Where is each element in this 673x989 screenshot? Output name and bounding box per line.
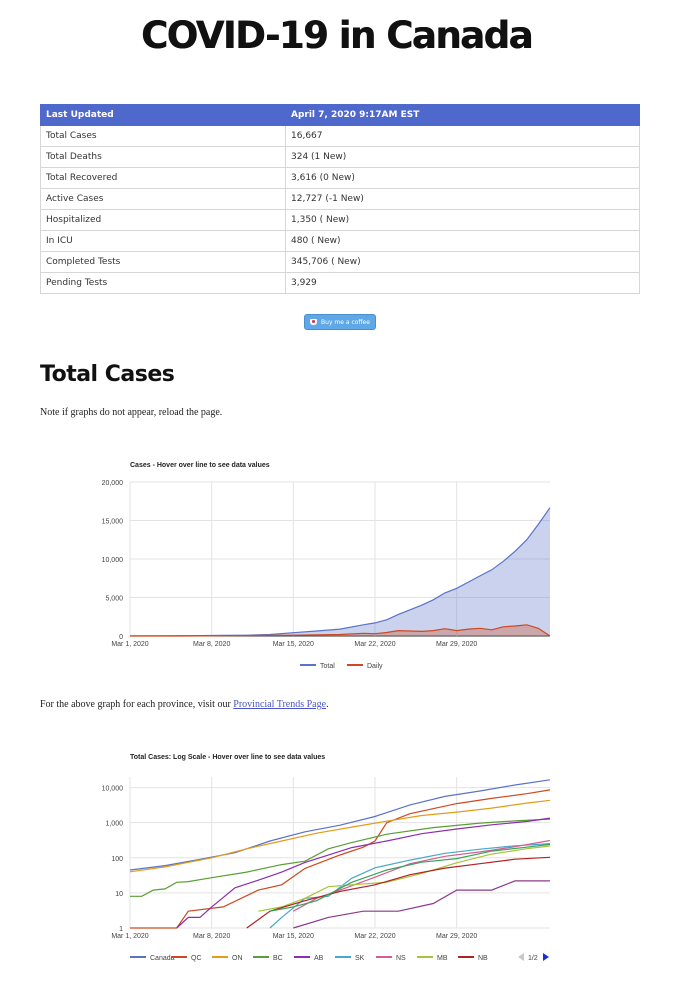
page-title: COVID-19 in Canada — [141, 14, 533, 57]
y-tick-label: 5,000 — [105, 596, 123, 603]
legend-next-icon — [543, 953, 549, 961]
stat-value: 16,667 — [285, 125, 640, 147]
legend-prev-icon — [518, 953, 524, 961]
series-line-mb — [258, 845, 551, 912]
series-line-nb — [246, 856, 551, 929]
series-line-sk — [269, 843, 551, 929]
legend-label: MB — [437, 955, 448, 962]
table-row: Hospitalized 1,350 ( New) — [40, 209, 640, 231]
stat-label: Total Recovered — [40, 167, 286, 189]
legend-label: QC — [191, 955, 202, 962]
series-line-qc — [130, 789, 551, 929]
legend-label: Daily — [367, 663, 383, 670]
chart-title: Cases - Hover over line to see data valu… — [130, 462, 270, 469]
table-row: Active Cases 12,727 (-1 New) — [40, 188, 640, 210]
stat-value: 324 (1 New) — [285, 146, 640, 168]
series-area-daily — [130, 624, 550, 636]
y-tick-label: 1 — [119, 926, 123, 933]
reload-note: Note if graphs do not appear, reload the… — [40, 407, 223, 418]
provincial-trends-suffix: . — [326, 699, 329, 710]
x-tick-label: Mar 8, 2020 — [193, 933, 230, 940]
series-line-pe — [269, 843, 551, 912]
table-row: Completed Tests 345,706 ( New) — [40, 251, 640, 273]
series-line-nl — [293, 880, 550, 929]
provincial-trends-note: For the above graph for each province, v… — [40, 699, 329, 710]
x-tick-label: Mar 1, 2020 — [111, 641, 148, 648]
series-line-ab — [176, 817, 551, 929]
section-heading: Total Cases — [40, 362, 175, 387]
y-tick-label: 10 — [115, 891, 123, 898]
legend-label: ON — [232, 955, 243, 962]
stats-table: Last Updated April 7, 2020 9:17AM EST To… — [40, 104, 640, 294]
last-updated-label: Last Updated — [40, 104, 286, 126]
table-row: In ICU 480 ( New) — [40, 230, 640, 252]
legend-label: AB — [314, 955, 324, 962]
stat-value: 12,727 (-1 New) — [285, 188, 640, 210]
table-row: Total Deaths 324 (1 New) — [40, 146, 640, 168]
x-tick-label: Mar 22, 2020 — [354, 641, 395, 648]
stat-value: 3,929 — [285, 272, 640, 294]
stat-label: Total Deaths — [40, 146, 286, 168]
stat-label: Hospitalized — [40, 209, 286, 231]
legend-label: Total — [320, 663, 335, 670]
stats-header-row: Last Updated April 7, 2020 9:17AM EST — [40, 104, 640, 126]
series-area-total — [130, 507, 550, 636]
series-line-on — [129, 799, 551, 873]
y-tick-label: 10,000 — [102, 786, 124, 793]
stat-label: Completed Tests — [40, 251, 286, 273]
buy-me-a-coffee-label: Buy me a coffee — [321, 318, 370, 326]
cases-area-chart[interactable]: Cases - Hover over line to see data valu… — [0, 455, 673, 685]
y-tick-label: 1,000 — [105, 821, 123, 828]
series-line-bc — [130, 818, 551, 897]
x-tick-label: Mar 15, 2020 — [273, 933, 314, 940]
stat-label: Total Cases — [40, 125, 286, 147]
stat-label: Active Cases — [40, 188, 286, 210]
stat-value: 3,616 (0 New) — [285, 167, 640, 189]
y-tick-label: 0 — [119, 634, 123, 641]
legend-page-label: 1/2 — [528, 955, 538, 962]
coffee-cup-icon — [310, 319, 318, 325]
legend-label: NS — [396, 955, 406, 962]
x-tick-label: Mar 22, 2020 — [354, 933, 395, 940]
table-row: Total Cases 16,667 — [40, 125, 640, 147]
x-tick-label: Mar 29, 2020 — [436, 933, 477, 940]
stat-value: 480 ( New) — [285, 230, 640, 252]
buy-me-a-coffee-button[interactable]: Buy me a coffee — [304, 314, 376, 330]
series-line-daily — [130, 624, 551, 637]
legend-label: SK — [355, 955, 365, 962]
x-tick-label: Mar 1, 2020 — [111, 933, 148, 940]
series-line-canada — [129, 779, 551, 871]
stat-value: 1,350 ( New) — [285, 209, 640, 231]
x-tick-label: Mar 15, 2020 — [273, 641, 314, 648]
chart-title: Total Cases: Log Scale - Hover over line… — [130, 754, 325, 761]
provincial-trends-link[interactable]: Provincial Trends Page — [233, 699, 327, 710]
stat-label: Pending Tests — [40, 272, 286, 294]
table-row: Pending Tests 3,929 — [40, 272, 640, 294]
stat-value: 345,706 ( New) — [285, 251, 640, 273]
y-tick-label: 100 — [111, 856, 123, 863]
table-row: Total Recovered 3,616 (0 New) — [40, 167, 640, 189]
legend-label: NB — [478, 955, 488, 962]
legend-label: BC — [273, 955, 283, 962]
x-tick-label: Mar 29, 2020 — [436, 641, 477, 648]
y-tick-label: 10,000 — [102, 557, 124, 564]
provincial-trends-prefix: For the above graph for each province, v… — [40, 699, 234, 710]
legend-label: Canada — [150, 955, 175, 962]
y-tick-label: 20,000 — [102, 480, 124, 487]
y-tick-label: 15,000 — [102, 519, 124, 526]
log-scale-line-chart[interactable]: Total Cases: Log Scale - Hover over line… — [0, 745, 673, 980]
last-updated-value: April 7, 2020 9:17AM EST — [285, 104, 640, 126]
stat-label: In ICU — [40, 230, 286, 252]
x-tick-label: Mar 8, 2020 — [193, 641, 230, 648]
